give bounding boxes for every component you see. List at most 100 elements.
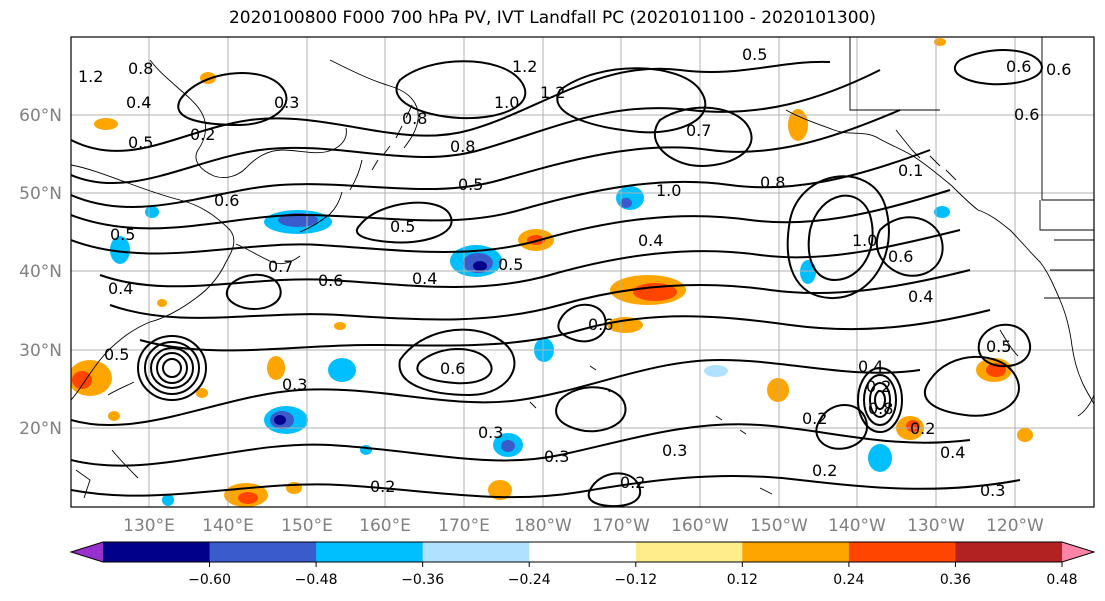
- contour-label: 0.5: [110, 225, 135, 244]
- lon-label: 160°E: [359, 516, 411, 536]
- contour-label: 0.3: [662, 441, 687, 460]
- lat-label: 30°N: [19, 341, 62, 361]
- negative-anomaly-patch: [473, 261, 487, 271]
- map-area: 1.2 0.8 0.4 0.5 0.3 0.2 0.6 0.5 0.7 0.6 …: [71, 37, 1094, 507]
- contour-label: 0.6: [1046, 60, 1071, 79]
- contour-label: 0.5: [128, 133, 153, 152]
- contour-label: 0.2: [370, 477, 395, 496]
- contour-label: 0.3: [980, 481, 1005, 500]
- colorbar-swatch: [955, 542, 1063, 562]
- negative-anomaly-patch: [704, 365, 728, 377]
- contour-label: 0.5: [390, 217, 415, 236]
- positive-anomaly-patch: [267, 356, 285, 380]
- contour-label: 0.2: [802, 409, 827, 428]
- colorbar-tick-label: −0.36: [401, 572, 444, 588]
- colorbar-swatch: [848, 542, 956, 562]
- negative-anomaly-patch: [800, 260, 816, 284]
- negative-anomaly-patch: [868, 444, 892, 472]
- contour-label: 1.2: [512, 57, 537, 76]
- contour-label: 0.5: [104, 345, 129, 364]
- contour-label: 0.8: [450, 137, 475, 156]
- contour-label: 0.8: [402, 109, 427, 128]
- positive-anomaly-patch: [334, 322, 346, 330]
- lon-label: 130°E: [123, 516, 175, 536]
- colorbar-tick-label: 0.48: [1046, 572, 1077, 588]
- contour-label: 0.7: [268, 257, 293, 276]
- positive-anomaly-patch: [1017, 428, 1033, 442]
- negative-anomaly-patch: [620, 198, 632, 208]
- colorbar-tick-label: −0.24: [508, 572, 551, 588]
- colorbar-swatch: [742, 542, 850, 562]
- contour-label: 0.1: [898, 161, 923, 180]
- contour-label: 0.6: [440, 359, 465, 378]
- contour-label: 0.2: [866, 377, 891, 396]
- contour-label: 0.2: [620, 473, 645, 492]
- contour-label: 0.4: [108, 279, 133, 298]
- positive-anomaly-patch: [767, 378, 789, 402]
- coastlines: [71, 37, 1094, 499]
- contour-label: 0.6: [318, 271, 343, 290]
- positive-anomaly-patch: [238, 492, 258, 504]
- contour-label: 0.3: [478, 423, 503, 442]
- contour-label: 0.6: [1014, 105, 1039, 124]
- contour-label: 0.4: [858, 357, 883, 376]
- colorbar-tick-label: −0.12: [614, 572, 657, 588]
- colorbar: −0.60 −0.48 −0.36 −0.24 −0.12 0.12 0.24 0.36 0.4…: [69, 541, 1096, 588]
- lon-label: 130°W: [907, 516, 965, 536]
- positive-anomaly-patch: [157, 299, 167, 307]
- negative-anomaly-patch: [145, 206, 159, 218]
- contour-label: 0.4: [412, 269, 437, 288]
- contour-label: 0.4: [940, 443, 965, 462]
- colorbar-swatch: [422, 542, 530, 562]
- contour-label: 0.5: [742, 45, 767, 64]
- colorbar-swatch: [316, 542, 424, 562]
- colorbar-extend-low: [71, 542, 103, 562]
- latitude-labels: 60°N 50°N 40°N 30°N 20°N: [19, 106, 62, 439]
- contour-label: 1.2: [540, 83, 565, 102]
- contour-label: 0.8: [868, 399, 893, 418]
- contour-labels: 1.2 0.8 0.4 0.5 0.3 0.2 0.6 0.5 0.7 0.6 …: [78, 45, 1071, 500]
- contour-label: 0.7: [686, 121, 711, 140]
- negative-anomaly-patch: [110, 236, 130, 264]
- contour-label: 0.5: [498, 255, 523, 274]
- lon-label: 150°W: [750, 516, 808, 536]
- contour-label: 0.8: [760, 173, 785, 192]
- lat-label: 60°N: [19, 106, 62, 126]
- colorbar-outline: [69, 541, 1096, 563]
- contour-label: 0.4: [638, 231, 663, 250]
- contour-label: 0.2: [812, 461, 837, 480]
- contour-label: 0.4: [126, 93, 151, 112]
- contour-label: 0.8: [128, 59, 153, 78]
- contour-label: 0.6: [1006, 57, 1031, 76]
- contour-label: 0.6: [888, 247, 913, 266]
- colorbar-swatch: [103, 542, 211, 562]
- positive-anomaly-patch: [488, 480, 512, 500]
- colorbar-swatch: [209, 542, 317, 562]
- colorbar-swatch: [529, 542, 637, 562]
- negative-anomaly-patch: [274, 415, 286, 425]
- positive-anomaly-patch: [72, 371, 92, 389]
- contour-lines: [71, 49, 1043, 507]
- contour-label: 1.2: [78, 67, 103, 86]
- lon-label: 170°E: [438, 516, 490, 536]
- longitude-labels: 130°E 140°E 150°E 160°E 170°E 180°W 170°…: [123, 516, 1044, 536]
- contour-label: 0.6: [588, 315, 613, 334]
- positive-anomaly-patch: [108, 411, 120, 421]
- positive-anomaly-patch: [934, 38, 946, 46]
- positive-anomaly-patch: [906, 420, 920, 432]
- colorbar-extend-high: [1062, 542, 1094, 562]
- contour-label: 1.0: [852, 231, 877, 250]
- negative-anomaly-patch: [934, 206, 950, 218]
- lon-label: 140°W: [828, 516, 886, 536]
- lon-label: 160°W: [671, 516, 729, 536]
- contour-label: 0.2: [910, 419, 935, 438]
- positive-anomaly-patch: [94, 118, 118, 130]
- negative-anomaly-patch: [501, 440, 515, 452]
- lon-label: 120°W: [986, 516, 1044, 536]
- contour-label: 0.5: [458, 175, 483, 194]
- lat-label: 20°N: [19, 419, 62, 439]
- lat-label: 40°N: [19, 262, 62, 282]
- gridlines: [71, 37, 1094, 507]
- negative-anomaly-patch: [162, 494, 174, 506]
